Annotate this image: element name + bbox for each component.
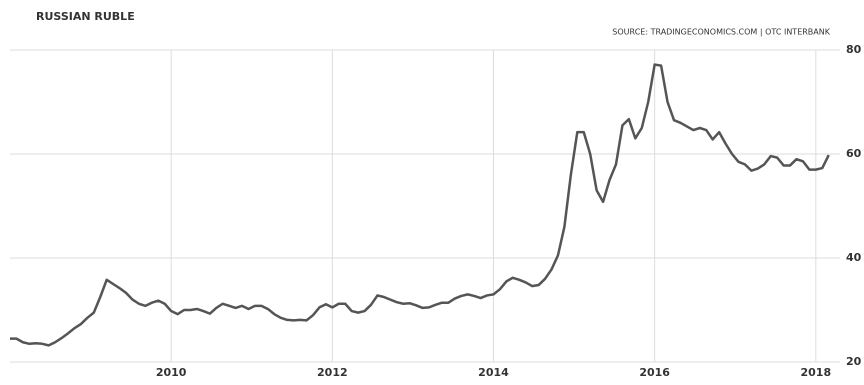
x-tick-label: 2014 [478, 366, 509, 379]
y-tick-label: 20 [846, 355, 862, 368]
source: SOURCE: TRADINGECONOMICS.COM | OTC INTER… [612, 28, 830, 37]
y-tick-label: 60 [846, 147, 862, 160]
y-tick-label: 40 [846, 251, 862, 264]
x-tick-label: 2012 [317, 366, 348, 379]
chart-title: RUSSIAN RUBLE [36, 10, 135, 23]
y-tick-label: 80 [846, 43, 862, 56]
x-tick-label: 2016 [639, 366, 670, 379]
x-tick-label: 2018 [801, 366, 832, 379]
x-tick-label: 2010 [156, 366, 187, 379]
line [10, 63, 830, 347]
